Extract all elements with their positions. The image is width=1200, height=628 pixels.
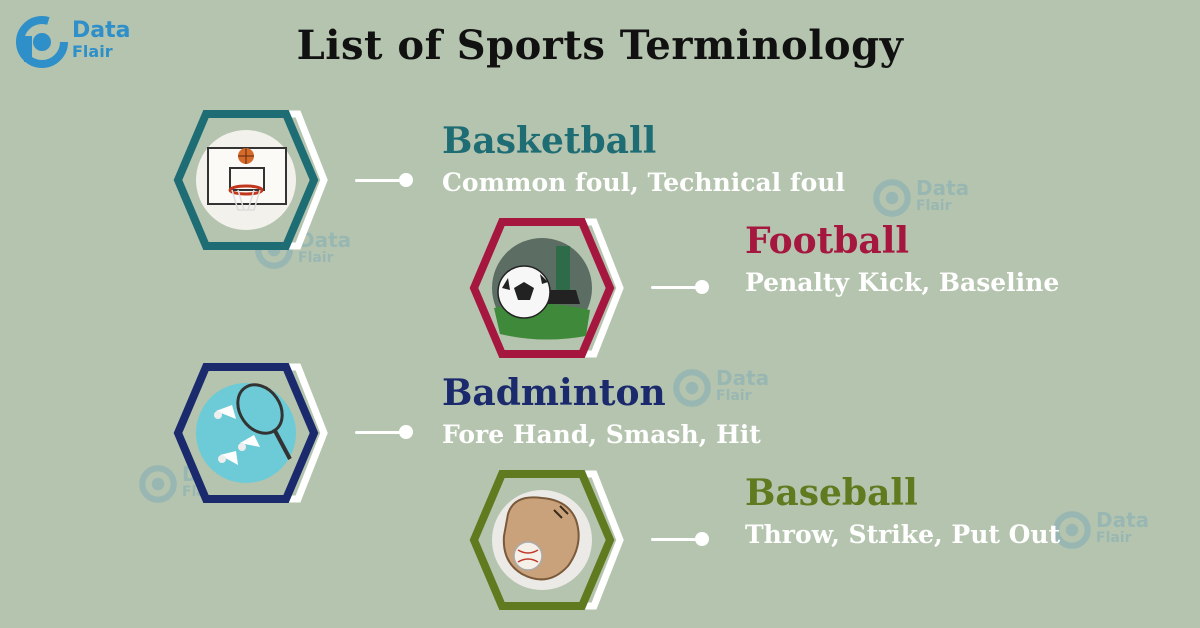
sport-name-basketball: Basketball: [442, 120, 657, 162]
watermark-icon: [139, 465, 177, 503]
badminton-connector: [355, 424, 415, 440]
watermark-line1: Data: [916, 176, 970, 200]
watermark: Data Flair: [1050, 508, 1170, 564]
watermark-line2: Flair: [716, 388, 752, 404]
baseball-hexagon: [464, 470, 624, 610]
sport-terms-badminton: Fore Hand, Smash, Hit: [442, 420, 761, 449]
football-connector: [651, 279, 711, 295]
sport-terms-basketball: Common foul, Technical foul: [442, 168, 845, 197]
basketball-hoop-icon: [207, 147, 287, 211]
watermark: Data Flair: [870, 176, 990, 232]
page-title: List of Sports Terminology: [296, 22, 904, 69]
sport-name-badminton: Badminton: [442, 372, 666, 414]
basketball-connector: [355, 172, 415, 188]
watermark-line1: Data: [1096, 508, 1150, 532]
shuttlecock-icon: [214, 383, 292, 465]
baseball-connector: [651, 531, 711, 547]
soccer-ball-icon: [494, 246, 590, 340]
watermark-icon: [873, 179, 911, 217]
sport-name-baseball: Baseball: [745, 472, 918, 514]
basketball-hexagon: [168, 110, 328, 250]
watermark-line2: Flair: [298, 250, 334, 266]
badminton-hexagon: [168, 363, 328, 503]
logo-text-line2: Flair: [72, 42, 113, 61]
watermark-line1: Data: [716, 366, 770, 390]
baseball-glove-icon: [502, 496, 580, 581]
watermark-line2: Flair: [1096, 530, 1132, 546]
dataflair-logo: Data Flair: [14, 14, 144, 74]
watermark: Data Flair: [670, 366, 790, 422]
sport-terms-football: Penalty Kick, Baseline: [745, 268, 1060, 297]
watermark-icon: [1053, 511, 1091, 549]
sport-name-football: Football: [745, 220, 910, 262]
watermark-line2: Flair: [916, 198, 952, 214]
watermark-icon: [673, 369, 711, 407]
football-hexagon: [464, 218, 624, 358]
dataflair-logo-icon: [16, 16, 68, 68]
logo-text-line1: Data: [72, 18, 131, 43]
sport-terms-baseball: Throw, Strike, Put Out: [745, 520, 1061, 549]
